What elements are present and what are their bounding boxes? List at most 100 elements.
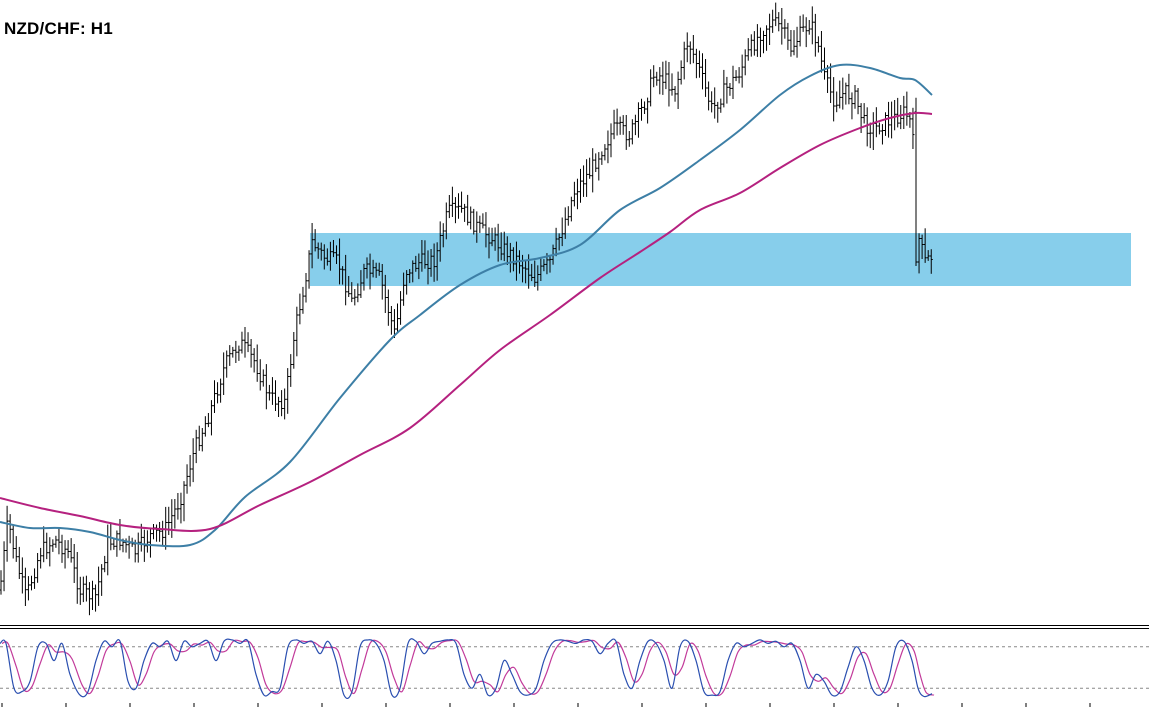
price-bar [148, 529, 152, 558]
price-bar [816, 36, 820, 53]
price-bar [801, 14, 805, 32]
price-bar [505, 236, 509, 265]
price-bar [414, 255, 418, 272]
price-bar [411, 260, 415, 283]
price-bar [5, 505, 9, 562]
price-bar [466, 194, 470, 226]
price-bar [691, 35, 695, 64]
price-bar [261, 369, 265, 387]
price-bar [170, 499, 174, 538]
price-bar [789, 30, 793, 57]
price-bar [664, 60, 668, 90]
price-bar [621, 115, 625, 135]
price-bar [344, 254, 348, 306]
price-bar [167, 506, 171, 535]
price-bar [829, 63, 833, 103]
price-bar [627, 131, 631, 147]
price-bar [127, 535, 131, 559]
price-bar [39, 547, 43, 569]
price-bar [847, 73, 851, 105]
moving-averages-layer [0, 63, 933, 548]
price-bar [597, 152, 601, 181]
price-bar [752, 31, 756, 56]
price-bar [725, 76, 729, 104]
price-bar [499, 232, 503, 261]
price-bar [649, 69, 653, 107]
range-zone-layer [310, 233, 1131, 286]
price-bar [697, 50, 701, 78]
stochastic-signal-line [1, 639, 935, 697]
price-bar [566, 206, 570, 226]
price-bar [243, 327, 247, 358]
price-bar [502, 231, 506, 262]
price-bar [737, 67, 741, 84]
price-bar [890, 101, 894, 139]
price-bar [911, 107, 915, 149]
price-bar [188, 455, 192, 487]
price-bar [804, 17, 808, 48]
price-bar [435, 242, 439, 281]
price-bar [490, 227, 494, 247]
price-bar [328, 241, 332, 271]
price-bar [252, 348, 256, 373]
price-bar [286, 368, 290, 414]
range-zone [310, 233, 1131, 286]
price-bar [115, 530, 119, 557]
price-bar [585, 159, 589, 197]
price-bar [432, 243, 436, 282]
price-bar [606, 130, 610, 164]
price-bar [179, 492, 183, 524]
price-bar [374, 262, 378, 278]
price-bar [389, 306, 393, 335]
price-bar [185, 464, 189, 494]
price-bar [97, 566, 101, 606]
price-bar [45, 532, 49, 560]
price-bar [91, 580, 94, 610]
price-bar [774, 2, 778, 27]
price-bar [810, 6, 814, 45]
price-bar [420, 240, 424, 272]
price-bar [78, 576, 82, 605]
price-bar [679, 60, 683, 85]
price-bar [69, 538, 73, 563]
price-bar [688, 41, 692, 65]
price-bar [673, 86, 677, 102]
price-bar [152, 524, 155, 540]
price-bar [191, 438, 195, 483]
price-bar [164, 506, 168, 550]
price-bar [887, 101, 891, 138]
price-bar [203, 416, 207, 437]
price-bar [173, 499, 177, 529]
price-bar [246, 332, 250, 353]
price-bar [926, 250, 930, 261]
price-bar [136, 532, 140, 563]
price-bar [335, 245, 338, 264]
price-bar [295, 306, 299, 357]
price-bar [539, 258, 543, 281]
price-bar [155, 524, 159, 542]
price-bar [377, 262, 381, 276]
price-bar [399, 291, 403, 325]
price-bar [765, 25, 769, 51]
price-bar [481, 213, 485, 229]
price-bar [743, 49, 747, 76]
price-bar [289, 354, 293, 387]
price-bar [661, 61, 665, 95]
price-bar [313, 229, 317, 252]
price-bar [380, 264, 384, 300]
price-bar [533, 260, 537, 287]
price-bar [103, 555, 107, 573]
price-bar [612, 109, 616, 140]
price-bar [240, 331, 244, 354]
price-bar [213, 380, 216, 413]
price-bar [197, 425, 201, 451]
price-bar [868, 122, 872, 149]
price-bar [877, 122, 881, 135]
price-bar [310, 223, 314, 269]
price-bar [87, 582, 91, 616]
price-bar [200, 428, 204, 452]
price-bar [871, 112, 875, 150]
price-bar [36, 553, 40, 583]
price-bar [408, 269, 412, 284]
price-bar [560, 217, 564, 247]
